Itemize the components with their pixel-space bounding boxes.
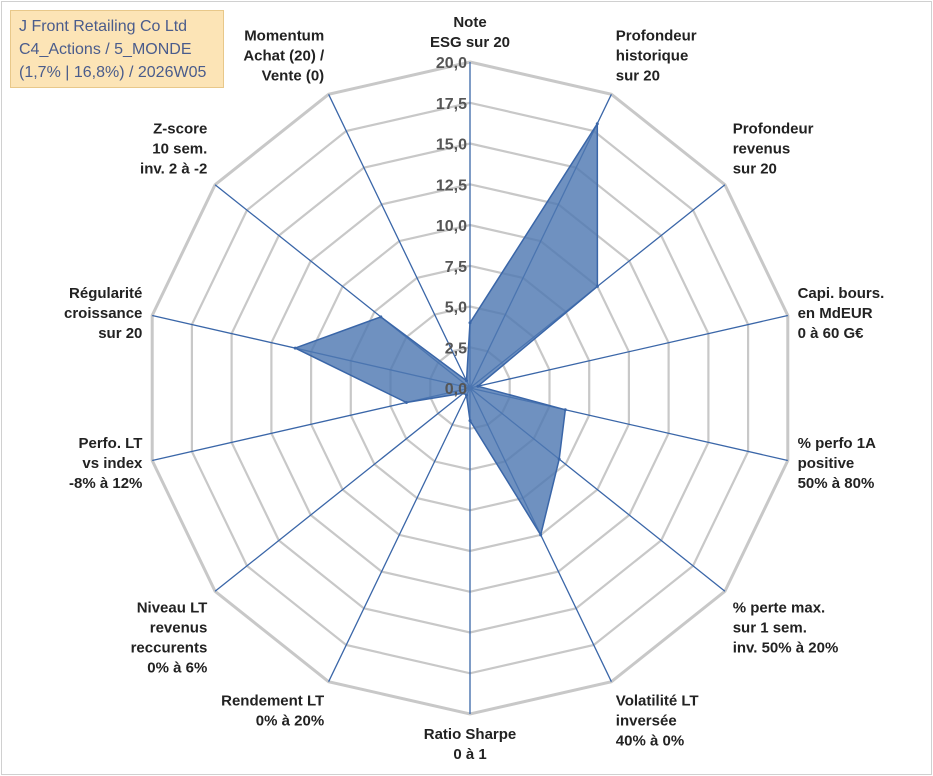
- tick-label: 15,0: [436, 137, 467, 154]
- axis-label: % perte max. sur 1 sem. inv. 50% à 20%: [733, 600, 839, 657]
- series-point: [468, 419, 472, 423]
- axis-label-line: revenus: [733, 141, 791, 158]
- series-point: [557, 457, 561, 461]
- axis-label-line: sur 1 sem.: [733, 620, 807, 637]
- tick-label: 0,0: [445, 381, 467, 398]
- series-point: [539, 533, 543, 537]
- series-point: [465, 379, 468, 383]
- axis-spoke: [469, 314, 788, 389]
- series-point: [468, 321, 472, 325]
- axis-label-line: 40% à 0%: [616, 733, 684, 750]
- axis-label-line: vs index: [82, 455, 143, 472]
- axis-label-line: inv. 2 à -2: [140, 161, 207, 178]
- axis-label-line: sur 20: [98, 325, 142, 342]
- axis-label: Profondeur historique sur 20: [616, 27, 697, 84]
- axis-label-line: 0% à 20%: [256, 713, 324, 730]
- series-point: [465, 393, 468, 397]
- axis-label-line: Régularité: [69, 285, 142, 302]
- axis-label-line: 0 à 1: [453, 746, 486, 763]
- series-point: [595, 284, 599, 288]
- axis-label-line: -8% à 12%: [69, 475, 142, 492]
- tick-label: 7,5: [445, 259, 467, 276]
- axis-label: Z-score 10 sem. inv. 2 à -2: [140, 121, 207, 178]
- axis-label-line: % perfo 1A: [798, 435, 877, 452]
- company-name: J Front Retailing Co Ltd: [19, 18, 188, 35]
- axis-label: Capi. bours. en MdEUR 0 à 60 G€: [798, 285, 885, 342]
- period-label: (1,7% | 16,8%) / 2026W05: [19, 64, 207, 81]
- axis-label-line: Rendement LT: [221, 693, 324, 710]
- axis-label-line: reccurents: [131, 640, 208, 657]
- series-point: [476, 384, 480, 388]
- axis-label: Régularité croissance sur 20: [64, 285, 142, 342]
- series-point: [462, 391, 466, 395]
- portfolio-label: C4_Actions / 5_MONDE: [19, 41, 192, 58]
- tick-label: 2,5: [445, 340, 467, 357]
- axis-label: Volatilité LT inversée 40% à 0%: [616, 693, 699, 750]
- axis-label-line: Profondeur: [616, 27, 697, 44]
- axis-label-line: Volatilité LT: [616, 693, 699, 710]
- tick-label: 17,5: [436, 96, 467, 113]
- axis-label-line: 10 sem.: [152, 141, 207, 158]
- axis-label-line: 50% à 80%: [798, 475, 875, 492]
- axis-label-line: historique: [616, 47, 689, 64]
- axis-label-line: inv. 50% à 20%: [733, 640, 839, 657]
- axis-label-line: ESG sur 20: [430, 34, 510, 51]
- radar-series: [293, 121, 599, 537]
- axis-label: Profondeur revenus sur 20: [733, 121, 814, 178]
- series-point: [379, 315, 383, 319]
- axis-label-line: revenus: [150, 620, 208, 637]
- axis-label: Ratio Sharpe 0 à 1: [424, 726, 517, 763]
- axis-label-line: sur 20: [733, 161, 777, 178]
- axis-label-line: Capi. bours.: [798, 285, 885, 302]
- axis-spoke: [328, 387, 471, 682]
- axis-label-line: Achat (20) /: [243, 47, 325, 64]
- axis-label: % perfo 1A positive 50% à 80%: [798, 435, 877, 492]
- axis-label-line: % perte max.: [733, 600, 826, 617]
- axis-label-line: Perfo. LT: [79, 435, 143, 452]
- axis-spoke: [214, 387, 471, 592]
- series-point: [404, 401, 408, 404]
- axis-label-line: sur 20: [616, 67, 660, 84]
- axis-label-line: Profondeur: [733, 121, 814, 138]
- axis-label-line: inversée: [616, 713, 677, 730]
- tick-label: 12,5: [436, 177, 467, 194]
- series-point: [563, 408, 567, 412]
- tick-label: 20,0: [436, 55, 467, 72]
- axis-label-line: 0 à 60 G€: [798, 325, 865, 342]
- axis-label-line: 0% à 6%: [147, 660, 207, 677]
- axis-label-line: Momentum: [244, 27, 324, 44]
- tick-label: 10,0: [436, 218, 467, 235]
- axis-label: Rendement LT 0% à 20%: [221, 693, 324, 730]
- axis-label: Niveau LT revenus reccurents 0% à 6%: [131, 600, 208, 677]
- axis-label-line: Z-score: [153, 121, 207, 138]
- axis-label-line: en MdEUR: [798, 305, 873, 322]
- axis-label: Note ESG sur 20: [430, 14, 510, 51]
- axis-label: Perfo. LT vs index -8% à 12%: [69, 435, 143, 492]
- axis-label-line: Note: [453, 14, 486, 31]
- title-box: J Front Retailing Co Ltd C4_Actions / 5_…: [10, 10, 224, 88]
- axis-label-line: Ratio Sharpe: [424, 726, 517, 743]
- tick-label: 5,0: [445, 300, 467, 317]
- axis-label-line: Niveau LT: [137, 600, 208, 617]
- axis-label: Momentum Achat (20) / Vente (0): [243, 27, 325, 84]
- radar-tick-labels: 0,0 2,5 5,0 7,5 10,0 12,5 15,0 17,5 20,0: [436, 55, 467, 398]
- axis-label-line: positive: [798, 455, 855, 472]
- axis-label-line: croissance: [64, 305, 142, 322]
- series-point: [293, 346, 297, 350]
- radar-axis-labels: Note ESG sur 20 Profondeur historique sur 20…: [64, 14, 884, 763]
- axis-spoke: [328, 94, 471, 389]
- axis-label-line: Vente (0): [262, 67, 325, 84]
- series-point: [595, 122, 599, 126]
